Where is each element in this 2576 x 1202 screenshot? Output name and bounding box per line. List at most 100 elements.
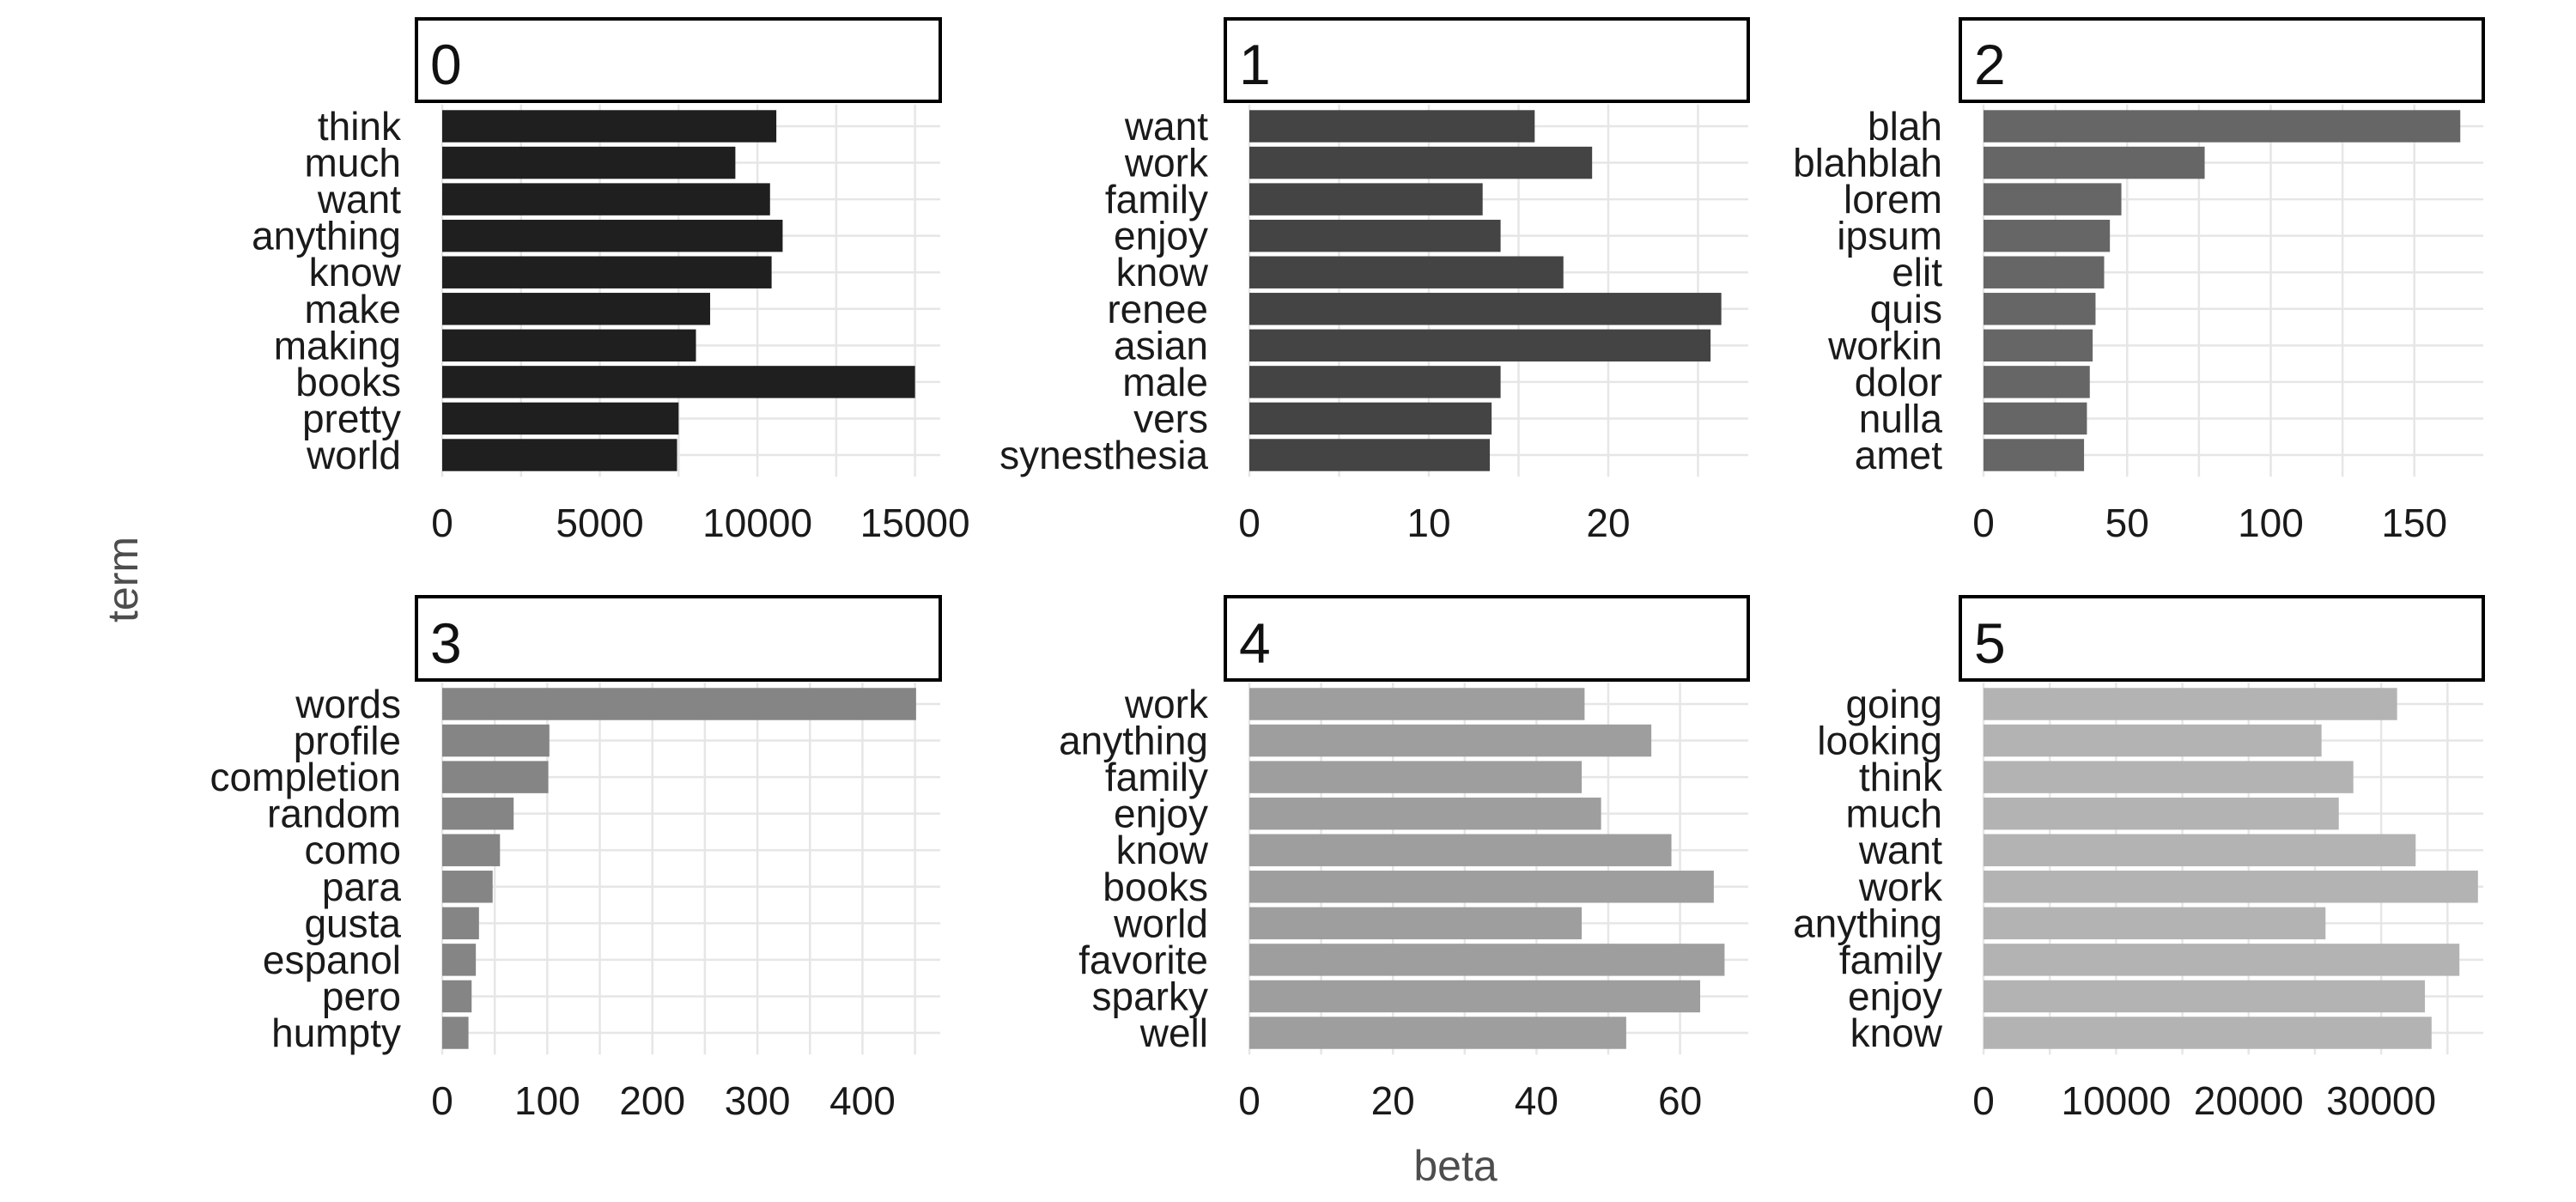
x-tick-label: 0 (431, 501, 453, 545)
bar-pero (442, 980, 472, 1013)
x-tick-label: 10000 (2061, 1078, 2171, 1123)
facet-panel-0: 0 thinkmuchwantanythingknowmakemakingbook… (252, 17, 970, 545)
bar-quis (1984, 293, 2096, 325)
bar-work (1249, 688, 1585, 720)
y-axis-title: term (99, 537, 147, 622)
term-label: looking (1817, 719, 1942, 763)
term-label: como (305, 828, 401, 872)
term-label: want (1858, 828, 1942, 872)
bar-gusta (442, 907, 479, 940)
term-label: think (1859, 755, 1943, 799)
bar-lorem (1984, 183, 2122, 216)
x-axis-title: beta (1413, 1142, 1498, 1190)
term-label: anything (1059, 719, 1208, 763)
term-label: espanol (263, 938, 401, 982)
bar-going (1984, 688, 2397, 720)
term-label: want (1124, 104, 1208, 149)
x-tick-label: 400 (829, 1078, 896, 1123)
term-label: books (1103, 865, 1208, 909)
x-tick-label: 20 (1371, 1078, 1415, 1123)
term-label: quis (1870, 287, 1942, 331)
term-label: vers (1133, 396, 1208, 440)
bar-blah (1984, 110, 2461, 143)
facet-panel-1: 1 wantworkfamilyenjoyknowreneeasianmaleve… (999, 17, 1750, 545)
term-label: work (1124, 682, 1209, 726)
term-label: pero (322, 974, 401, 1018)
term-label: know (1116, 250, 1209, 294)
facet-strip (1224, 17, 1750, 103)
bar-books (1249, 871, 1714, 903)
x-tick-label: 100 (514, 1078, 580, 1123)
term-label: humpty (271, 1011, 401, 1055)
bar-make (442, 293, 711, 325)
x-tick-label: 40 (1515, 1078, 1558, 1123)
term-label: family (1105, 755, 1208, 799)
term-label: books (295, 360, 401, 404)
facet-strip-label: 4 (1239, 611, 1271, 675)
facet-strip (415, 595, 942, 682)
x-tick-label: 150 (2381, 501, 2447, 545)
x-tick-label: 10 (1406, 501, 1450, 545)
term-label: para (322, 865, 401, 909)
term-label: anything (252, 214, 401, 258)
bar-anything (442, 219, 783, 252)
term-label: asian (1114, 323, 1208, 367)
x-tick-label: 20 (1586, 501, 1630, 545)
x-tick-label: 100 (2238, 501, 2304, 545)
bar-family (1249, 761, 1583, 793)
bar-synesthesia (1249, 439, 1491, 471)
facet-panel-4: 4 workanythingfamilyenjoyknowbooksworldfa… (1059, 595, 1750, 1123)
term-label: enjoy (1114, 214, 1208, 258)
term-label: blah (1868, 104, 1942, 149)
bar-know (1249, 256, 1564, 288)
bar-making (442, 329, 696, 362)
bar-completion (442, 761, 549, 793)
bar-profile (442, 724, 550, 757)
facet-strip (1959, 17, 2485, 103)
term-label: think (318, 104, 402, 149)
x-tick-label: 20000 (2194, 1078, 2304, 1123)
bar-much (442, 146, 736, 179)
x-tick-label: 0 (1238, 1078, 1261, 1123)
term-label: know (1116, 828, 1209, 872)
bar-male (1249, 366, 1501, 398)
bar-anything (1249, 724, 1652, 757)
term-label: ipsum (1837, 214, 1942, 258)
bar-renee (1249, 293, 1722, 325)
term-label: gusta (304, 901, 401, 945)
term-label: lorem (1844, 177, 1942, 222)
x-tick-label: 0 (1238, 501, 1261, 545)
facet-strip-label: 1 (1239, 33, 1271, 96)
facet-strip-label: 2 (1974, 33, 2006, 96)
x-tick-label: 300 (725, 1078, 791, 1123)
bar-world (442, 439, 677, 471)
x-tick-label: 0 (1972, 501, 1995, 545)
facet-strip-label: 0 (430, 33, 462, 96)
term-label: enjoy (1848, 974, 1942, 1018)
facet-panel-3: 3 wordsprofilecompletionrandomcomoparagus… (210, 595, 942, 1123)
x-tick-label: 200 (619, 1078, 685, 1123)
bar-nulla (1984, 402, 2087, 435)
x-tick-label: 50 (2105, 501, 2149, 545)
facet-panel-5: 5 goinglookingthinkmuchwantworkanythingfa… (1793, 595, 2485, 1123)
x-tick-label: 10000 (702, 501, 812, 545)
bar-ipsum (1984, 219, 2111, 252)
bar-asian (1249, 329, 1711, 362)
bar-family (1984, 944, 2460, 976)
term-label: nulla (1859, 396, 1943, 440)
bar-favorite (1249, 944, 1725, 976)
term-label: male (1122, 360, 1208, 404)
term-label: profile (294, 719, 401, 763)
bar-enjoy (1249, 219, 1501, 252)
term-label: workin (1827, 323, 1942, 367)
bar-much (1984, 797, 2339, 830)
bar-looking (1984, 724, 2322, 757)
bar-work (1249, 146, 1593, 179)
term-label: anything (1793, 901, 1942, 945)
bar-books (442, 366, 915, 398)
bar-want (442, 183, 770, 216)
facet-panels: 0thinkmuchwantanythingknowmakemakingbook… (210, 17, 2485, 1123)
term-label: much (1846, 792, 1942, 836)
bar-know (1984, 1017, 2432, 1049)
